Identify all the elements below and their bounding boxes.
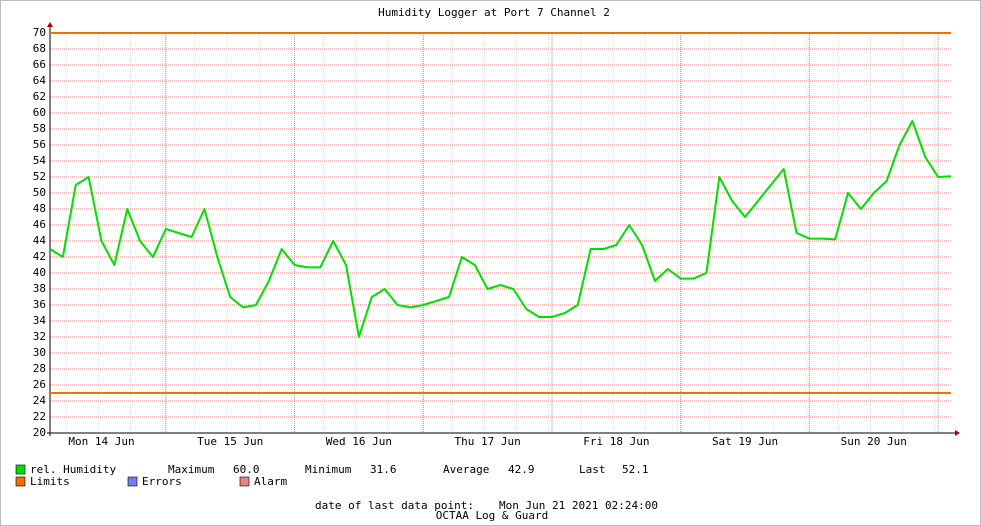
y-tick-label: 48: [33, 202, 46, 215]
legend-swatch: [15, 464, 26, 475]
y-arrow: [47, 22, 53, 27]
x-tick-label: Fri 18 Jun: [583, 435, 649, 448]
legend-label: Errors: [142, 475, 182, 488]
y-tick-label: 26: [33, 378, 46, 391]
footer-value: Mon Jun 21 2021 02:24:00: [499, 499, 658, 512]
y-tick-label: 32: [33, 330, 46, 343]
y-tick-label: 46: [33, 218, 46, 231]
y-tick-label: 30: [33, 346, 46, 359]
legend-label: Limits: [30, 475, 70, 488]
y-tick-label: 44: [33, 234, 47, 247]
legend-label: rel. Humidity: [30, 463, 116, 476]
stat-name: Minimum: [305, 463, 352, 476]
stat-name: Average: [443, 463, 489, 476]
stat-name: Maximum: [168, 463, 215, 476]
watermark: OCTAA Log & Guard: [436, 509, 549, 522]
y-tick-label: 54: [33, 154, 47, 167]
series-line: [49, 120, 952, 338]
legend-swatch: [239, 476, 250, 487]
y-tick-label: 20: [33, 426, 46, 439]
footer-label: date of last data point:: [315, 499, 474, 512]
stat-name: Last: [579, 463, 606, 476]
y-tick-label: 70: [33, 26, 46, 39]
y-tick-label: 64: [33, 74, 47, 87]
x-tick-label: Sat 19 Jun: [712, 435, 778, 448]
legend-label: Alarm: [254, 475, 287, 488]
x-tick-label: Thu 17 Jun: [455, 435, 521, 448]
x-arrow: [955, 430, 960, 436]
y-tick-label: 28: [33, 362, 46, 375]
y-tick-label: 58: [33, 122, 46, 135]
y-tick-label: 52: [33, 170, 46, 183]
y-tick-label: 60: [33, 106, 46, 119]
y-tick-label: 66: [33, 58, 46, 71]
x-tick-label: Tue 15 Jun: [197, 435, 263, 448]
y-tick-label: 40: [33, 266, 46, 279]
x-tick-label: Sun 20 Jun: [841, 435, 907, 448]
y-tick-label: 34: [33, 314, 47, 327]
legend-swatch: [15, 476, 26, 487]
x-tick-label: Mon 14 Jun: [68, 435, 134, 448]
stat-value: 42.9: [508, 463, 535, 476]
legend-swatch: [127, 476, 138, 487]
chart-title: Humidity Logger at Port 7 Channel 2: [378, 6, 610, 19]
y-tick-label: 56: [33, 138, 46, 151]
x-tick-label: Wed 16 Jun: [326, 435, 392, 448]
y-tick-label: 42: [33, 250, 46, 263]
y-tick-label: 22: [33, 410, 46, 423]
y-tick-label: 38: [33, 282, 46, 295]
y-tick-label: 62: [33, 90, 46, 103]
y-tick-label: 36: [33, 298, 46, 311]
stat-value: 31.6: [370, 463, 397, 476]
y-tick-label: 24: [33, 394, 47, 407]
stat-value: 60.0: [233, 463, 260, 476]
y-tick-label: 50: [33, 186, 46, 199]
stat-value: 52.1: [622, 463, 649, 476]
y-tick-label: 68: [33, 42, 46, 55]
